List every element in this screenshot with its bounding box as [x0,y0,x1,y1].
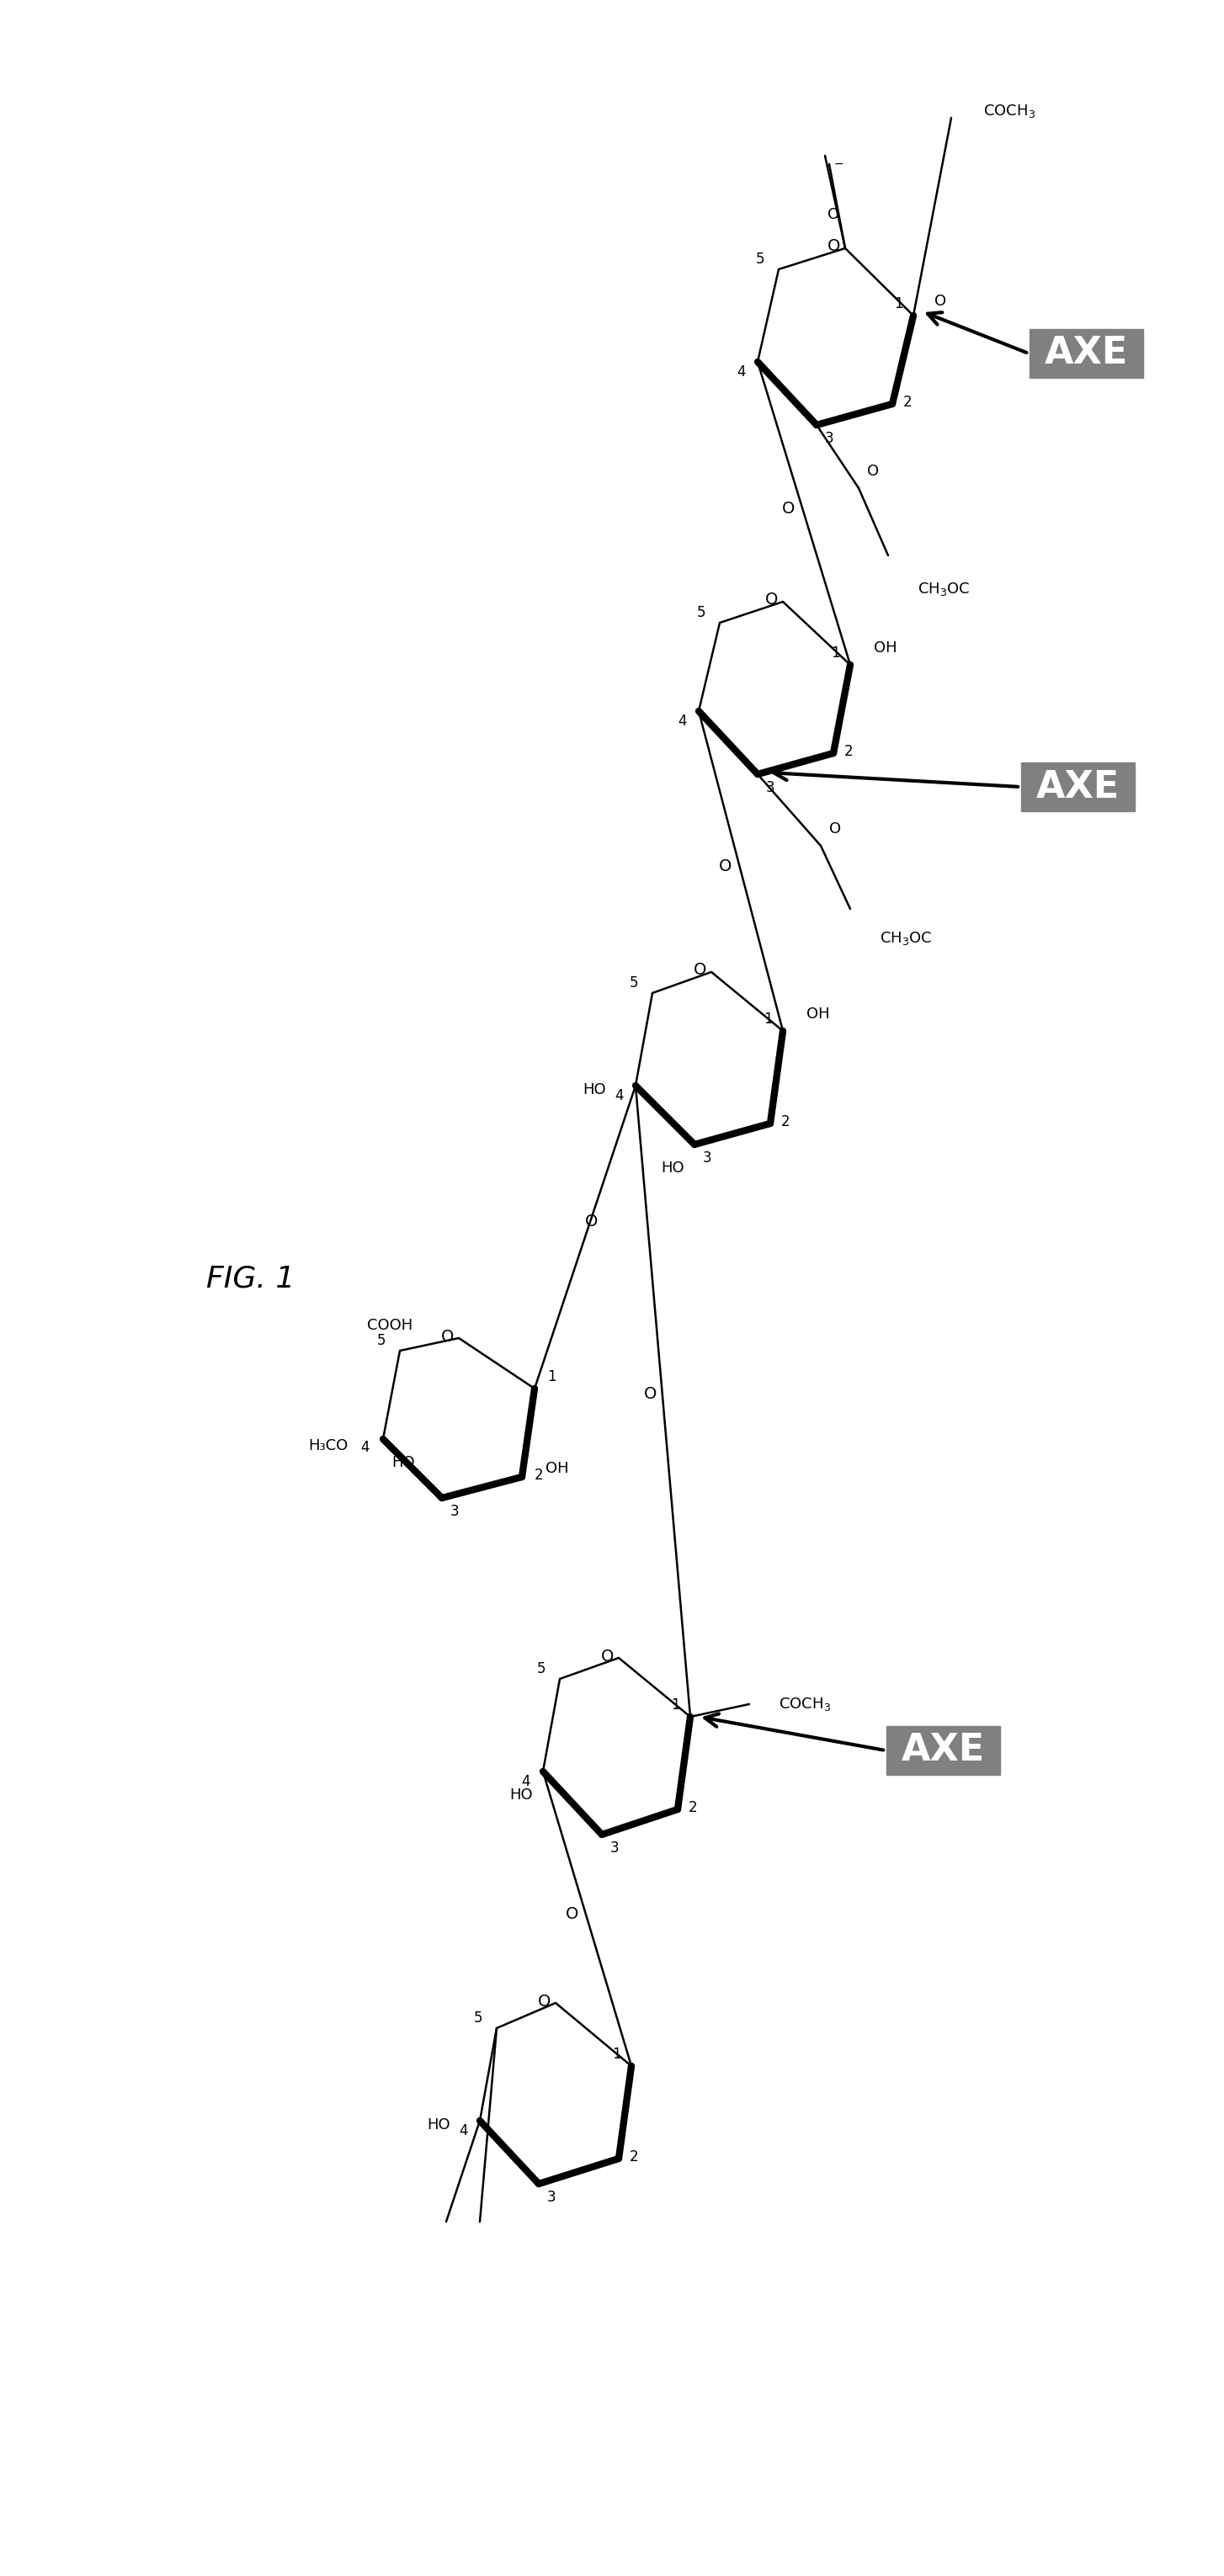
Text: COCH$_3$: COCH$_3$ [778,1695,831,1713]
Text: 1: 1 [764,1012,772,1028]
Text: 4: 4 [360,1440,368,1455]
Text: O: O [867,464,879,479]
Text: OH: OH [807,1007,830,1023]
Text: 3: 3 [766,781,775,796]
Text: 1: 1 [831,647,840,659]
Text: CH$_3$OC: CH$_3$OC [918,580,971,598]
Text: 1: 1 [671,1698,679,1713]
Text: FIG. 1: FIG. 1 [207,1265,295,1293]
Text: 3: 3 [703,1151,711,1164]
Text: O: O [644,1386,657,1401]
Text: CH$_3$OC: CH$_3$OC [880,930,933,948]
Text: 1: 1 [894,296,902,312]
Text: H₃CO: H₃CO [308,1437,348,1453]
Text: O: O [585,1213,599,1229]
Text: 2: 2 [845,744,853,760]
Text: 2: 2 [629,2148,639,2164]
Text: 5: 5 [474,2009,482,2025]
Text: HO: HO [509,1788,532,1803]
Text: O: O [442,1329,454,1345]
Text: 2: 2 [781,1115,789,1128]
Text: 5: 5 [537,1662,546,1677]
Text: 3: 3 [825,430,834,446]
Text: 4: 4 [521,1775,530,1790]
Text: 5: 5 [755,252,765,268]
Text: HO: HO [427,2117,450,2133]
Text: O: O [539,1994,551,2009]
Text: AXE: AXE [901,1731,984,1770]
Text: COCH$_3$: COCH$_3$ [983,103,1036,118]
Text: 5: 5 [377,1332,386,1347]
Text: O: O [694,963,707,979]
Text: O: O [565,1906,579,1922]
FancyBboxPatch shape [886,1726,1000,1775]
Text: O: O [934,294,946,309]
Text: HO: HO [583,1082,606,1097]
Text: 2: 2 [688,1801,698,1816]
Text: HO: HO [392,1455,415,1471]
Text: COOH: COOH [367,1319,412,1332]
Text: O: O [601,1649,614,1664]
Text: O: O [827,206,840,222]
Text: O: O [827,240,841,255]
Text: 3: 3 [450,1504,459,1520]
Text: 2: 2 [903,394,912,410]
Text: O: O [829,822,841,837]
Text: AXE: AXE [1044,335,1127,371]
Text: O: O [782,502,796,518]
FancyBboxPatch shape [1021,762,1135,811]
FancyBboxPatch shape [1029,330,1143,379]
Text: 4: 4 [459,2123,468,2138]
Text: 4: 4 [737,363,745,379]
Text: 4: 4 [614,1087,623,1103]
Text: 5: 5 [629,976,638,992]
Text: 2: 2 [535,1468,543,1484]
Text: O: O [720,858,732,876]
Text: $^-$: $^-$ [831,160,843,175]
Text: 3: 3 [547,2190,556,2205]
Text: OH: OH [546,1461,569,1476]
Text: 1: 1 [612,2048,621,2061]
Text: 4: 4 [677,714,687,729]
Text: AXE: AXE [1036,768,1119,804]
Text: 1: 1 [547,1370,556,1383]
Text: 3: 3 [610,1839,619,1855]
Text: O: O [765,592,778,608]
Text: OH: OH [874,641,897,654]
Text: 5: 5 [696,605,706,621]
Text: HO: HO [661,1162,684,1175]
